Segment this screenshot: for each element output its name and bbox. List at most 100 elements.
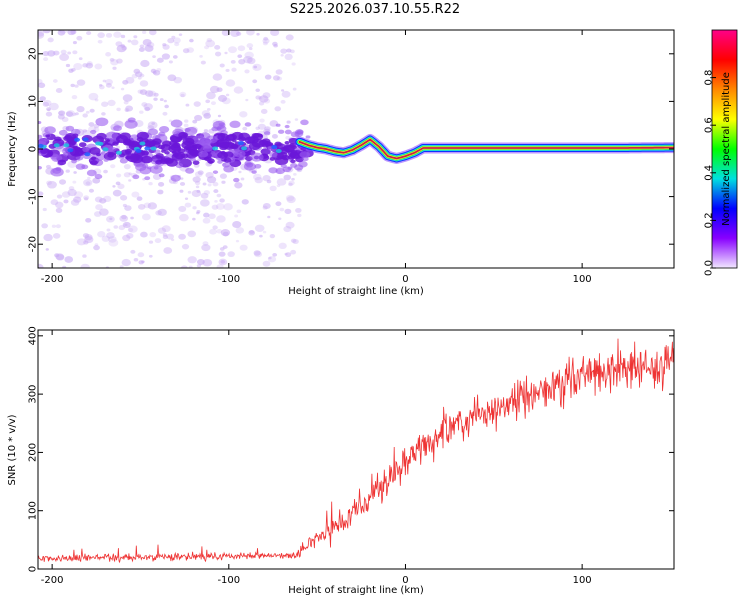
noise-blob: [119, 132, 131, 140]
noise-speck: [46, 180, 52, 186]
noise-speck: [196, 258, 205, 266]
y-tick-label: 10: [28, 95, 39, 108]
noise-blob: [94, 174, 103, 180]
noise-speck: [153, 92, 159, 97]
noise-blob: [274, 141, 282, 147]
noise-hotspot: [38, 143, 44, 148]
noise-speck: [47, 180, 57, 189]
noise-speck: [133, 257, 139, 262]
noise-blob: [141, 150, 150, 156]
noise-speck: [236, 209, 242, 214]
noise-speck: [128, 172, 132, 175]
noise-speck: [194, 180, 201, 186]
noise-speck: [123, 172, 131, 178]
noise-speck: [248, 230, 256, 236]
noise-speck: [275, 201, 282, 207]
noise-speck: [120, 87, 125, 91]
noise-speck: [275, 69, 283, 75]
noise-blob: [205, 135, 218, 144]
noise-hotspot: [275, 149, 282, 154]
noise-speck: [205, 39, 216, 48]
noise-speck: [43, 99, 52, 107]
noise-speck: [119, 215, 129, 222]
noise-speck: [237, 54, 243, 59]
noise-blob: [95, 117, 109, 127]
noise-speck: [102, 79, 107, 83]
noise-blob: [119, 158, 128, 164]
noise-speck: [68, 68, 74, 73]
noise-speck: [133, 68, 141, 74]
noise-speck: [178, 33, 183, 36]
noise-speck: [284, 208, 292, 215]
noise-speck: [137, 252, 145, 258]
noise-blob: [125, 150, 132, 155]
noise-speck: [130, 216, 134, 220]
noise-speck: [286, 120, 291, 124]
y-tick-label: 20: [28, 47, 39, 60]
noise-speck: [171, 238, 175, 242]
noise-speck: [244, 69, 250, 74]
noise-blob: [57, 159, 67, 166]
noise-speck: [215, 203, 225, 210]
noise-blob: [222, 162, 231, 168]
noise-blob: [71, 159, 77, 164]
noise-speck: [205, 99, 211, 104]
noise-blob: [38, 166, 42, 170]
noise-speck: [86, 31, 92, 36]
noise-speck: [295, 207, 302, 213]
noise-speck: [283, 25, 288, 29]
noise-speck: [271, 134, 278, 139]
noise-blob: [89, 147, 101, 155]
noise-speck: [225, 93, 230, 97]
noise-speck: [262, 260, 271, 267]
colorbar-gradient: [711, 29, 738, 269]
noise-blob: [38, 120, 42, 125]
noise-speck: [88, 92, 99, 101]
noise-speck: [147, 121, 158, 129]
noise-blob: [54, 136, 62, 142]
noise-speck: [219, 198, 225, 203]
noise-speck: [179, 91, 187, 98]
noise-speck: [107, 99, 116, 107]
noise-speck: [133, 35, 138, 39]
noise-speck: [234, 182, 243, 189]
noise-speck: [183, 123, 189, 128]
noise-speck: [127, 227, 134, 233]
noise-speck: [148, 254, 153, 258]
noise-speck: [105, 83, 112, 88]
noise-speck: [216, 229, 223, 234]
noise-speck: [217, 94, 228, 102]
noise-speck: [94, 243, 99, 247]
x-tick-label: -200: [41, 274, 64, 285]
x-tick-label: 0: [402, 575, 408, 586]
snr-x-ticks: -200 -100 0 100: [41, 330, 592, 586]
noise-speck: [252, 63, 262, 71]
noise-speck: [122, 234, 131, 242]
noise-blob: [50, 167, 64, 177]
noise-blob: [287, 166, 293, 170]
noise-speck: [139, 44, 145, 49]
noise-speck: [196, 264, 202, 268]
colorbar-tick-label: 0.6: [704, 117, 715, 133]
noise-blob: [238, 132, 251, 141]
noise-hotspot: [102, 147, 109, 152]
noise-blob: [70, 128, 81, 136]
noise-speck: [255, 88, 261, 93]
noise-speck: [106, 228, 111, 232]
noise-blob: [269, 151, 278, 158]
noise-speck: [139, 80, 149, 87]
noise-blob: [141, 155, 153, 164]
noise-speck: [56, 254, 65, 261]
noise-speck: [202, 217, 211, 224]
noise-blob: [275, 123, 281, 127]
noise-speck: [98, 208, 109, 216]
noise-speck: [262, 41, 268, 46]
colorbar-label: Normalized spectral amplitude: [721, 72, 732, 226]
noise-speck: [115, 173, 122, 178]
noise-speck: [269, 234, 276, 239]
noise-speck: [115, 181, 121, 186]
noise-blob: [89, 159, 98, 166]
noise-speck: [203, 129, 209, 133]
colorbar-tick-label: 0.4: [704, 165, 715, 181]
